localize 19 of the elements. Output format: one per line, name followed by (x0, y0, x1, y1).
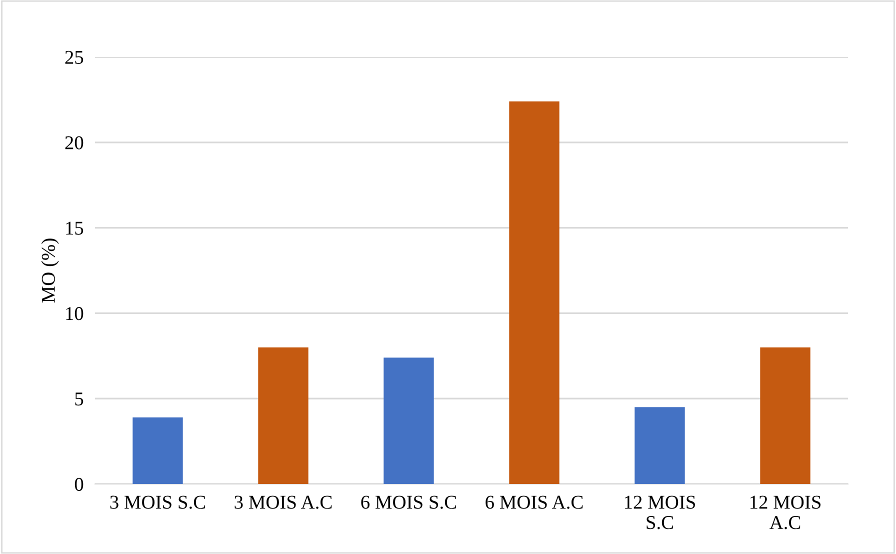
x-tick-label: 3 MOIS A.C (234, 496, 332, 509)
x-tick-label: 12 MOIS S.C (625, 496, 696, 530)
x-tick-label: 3 MOIS S.C (110, 496, 206, 509)
bar (634, 407, 685, 484)
bar (509, 101, 560, 484)
y-tick-label: 20 (65, 136, 84, 150)
y-tick-label: 5 (75, 392, 84, 406)
bar (132, 417, 183, 484)
x-tick-label: 6 MOIS S.C (361, 496, 456, 509)
y-tick-label: 15 (66, 222, 84, 235)
bar (760, 347, 810, 484)
x-tick-label: 6 MOIS A.C (486, 496, 583, 509)
y-axis-title: MO (%) (41, 238, 59, 303)
y-tick-label: 0 (74, 478, 84, 491)
y-tick-label: 10 (66, 307, 84, 320)
bar (384, 358, 434, 484)
y-tick-label: 25 (65, 50, 84, 64)
x-tick-label: 12 MOIS A.C (750, 496, 821, 530)
bar (258, 347, 308, 484)
